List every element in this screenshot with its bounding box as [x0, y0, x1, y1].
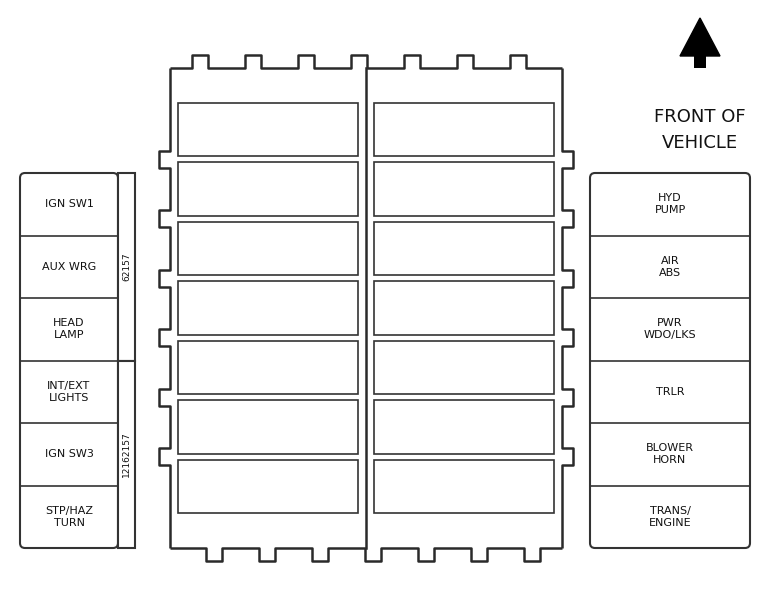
- Text: HEAD
LAMP: HEAD LAMP: [53, 318, 84, 340]
- Polygon shape: [680, 18, 720, 56]
- Bar: [178, 281, 358, 335]
- Text: VEHICLE: VEHICLE: [662, 134, 738, 152]
- Bar: [178, 103, 358, 156]
- Text: HYD
PUMP: HYD PUMP: [654, 194, 686, 215]
- Text: PWR
WDO/LKS: PWR WDO/LKS: [644, 318, 697, 340]
- Bar: [178, 400, 358, 453]
- Bar: [374, 281, 554, 335]
- Bar: [374, 162, 554, 216]
- Bar: [178, 341, 358, 394]
- Text: 12162157: 12162157: [122, 431, 131, 477]
- Bar: [374, 103, 554, 156]
- Text: STP/HAZ
TURN: STP/HAZ TURN: [45, 506, 93, 528]
- FancyBboxPatch shape: [20, 173, 118, 548]
- Text: AIR
ABS: AIR ABS: [659, 256, 681, 277]
- Text: 62157: 62157: [122, 253, 131, 281]
- FancyBboxPatch shape: [590, 173, 750, 548]
- Text: IGN SW3: IGN SW3: [45, 449, 94, 459]
- Text: TRLR: TRLR: [656, 387, 684, 397]
- Bar: [374, 341, 554, 394]
- Text: AUX WRG: AUX WRG: [42, 262, 96, 272]
- Text: BLOWER
HORN: BLOWER HORN: [646, 443, 694, 465]
- Text: FRONT OF: FRONT OF: [654, 108, 746, 126]
- Bar: [178, 222, 358, 276]
- Bar: [118, 173, 135, 361]
- Bar: [374, 400, 554, 453]
- Bar: [178, 459, 358, 513]
- Bar: [374, 222, 554, 276]
- Bar: [694, 56, 706, 68]
- Text: TRANS/
ENGINE: TRANS/ ENGINE: [649, 506, 691, 528]
- Bar: [118, 361, 135, 548]
- Text: INT/EXT
LIGHTS: INT/EXT LIGHTS: [48, 381, 91, 403]
- Text: IGN SW1: IGN SW1: [45, 199, 94, 209]
- Bar: [374, 459, 554, 513]
- Bar: [178, 162, 358, 216]
